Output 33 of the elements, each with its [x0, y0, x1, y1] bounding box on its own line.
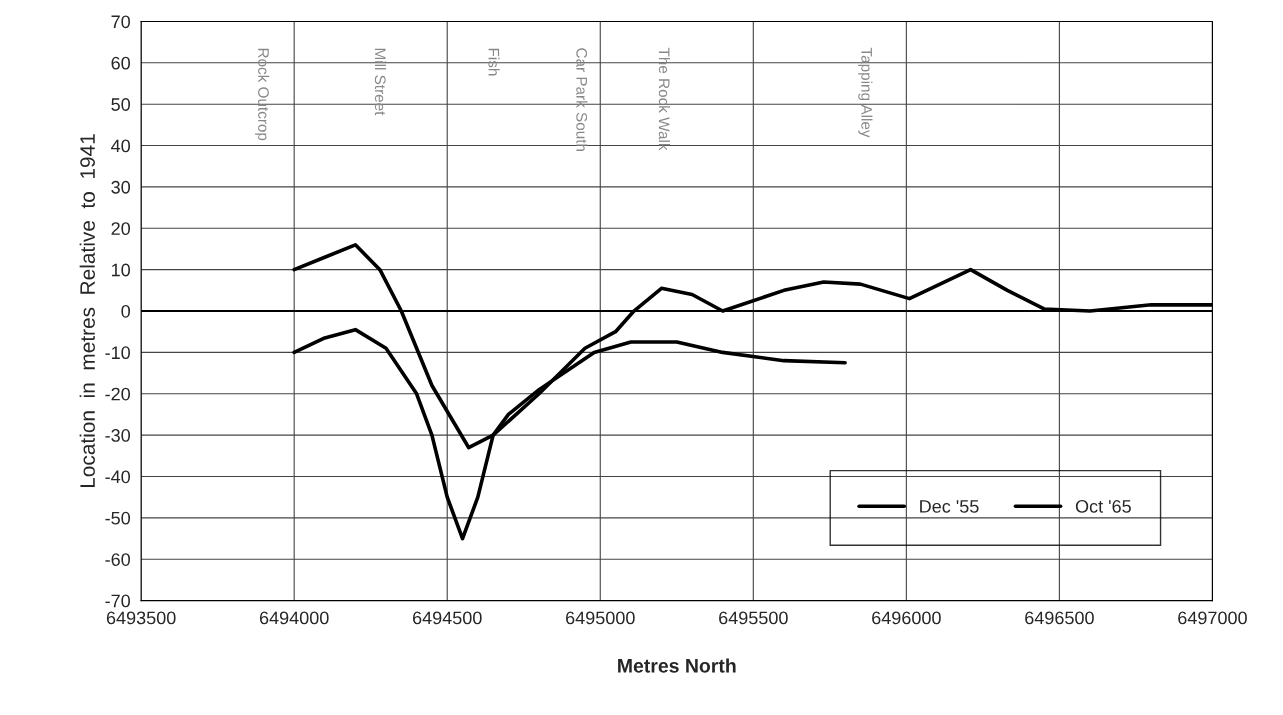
x-tick-label: 6496500 — [1025, 611, 1094, 625]
y-tick-label: -20 — [105, 387, 131, 401]
annotation: Tapping Alley — [858, 47, 873, 138]
y-tick-label: 40 — [111, 139, 131, 153]
y-tick-label: 50 — [111, 98, 131, 111]
x-tick-label: 6495500 — [719, 611, 788, 625]
y-tick-label: -60 — [105, 553, 131, 566]
annotation: Rock Outcrop — [255, 48, 270, 141]
annotation: The Rock Walk — [658, 47, 670, 151]
legend-label: Oct '65 — [1075, 500, 1131, 513]
y-tick-label: -10 — [105, 346, 131, 360]
y-axis-title: Location in metres Relative to 1941 — [79, 134, 95, 488]
y-tick-label: -30 — [105, 429, 131, 442]
x-tick-label: 6496000 — [872, 611, 941, 625]
y-tick-label: -70 — [105, 594, 131, 608]
y-tick-label: 30 — [111, 180, 131, 194]
x-tick-label: 6493500 — [106, 611, 176, 625]
x-tick-label: 6497000 — [1178, 611, 1247, 625]
x-axis-title: Metres North — [618, 658, 736, 673]
y-tick-label: 20 — [111, 222, 131, 236]
y-tick-label: 70 — [111, 15, 131, 29]
y-tick-label: -50 — [105, 511, 131, 525]
annotation: Mill Street — [374, 48, 387, 116]
x-tick-label: 6494500 — [412, 611, 482, 625]
y-tick-label: -40 — [105, 470, 131, 484]
y-tick-label: 60 — [111, 56, 131, 70]
annotation: Fish — [488, 48, 500, 76]
legend-label: Dec '55 — [920, 500, 979, 513]
x-tick-label: 6495000 — [566, 611, 635, 625]
annotation: Car Park South — [576, 48, 588, 151]
x-tick-label: 6494000 — [259, 611, 329, 625]
y-tick-label: 0 — [121, 304, 131, 318]
y-tick-label: 10 — [112, 263, 131, 277]
